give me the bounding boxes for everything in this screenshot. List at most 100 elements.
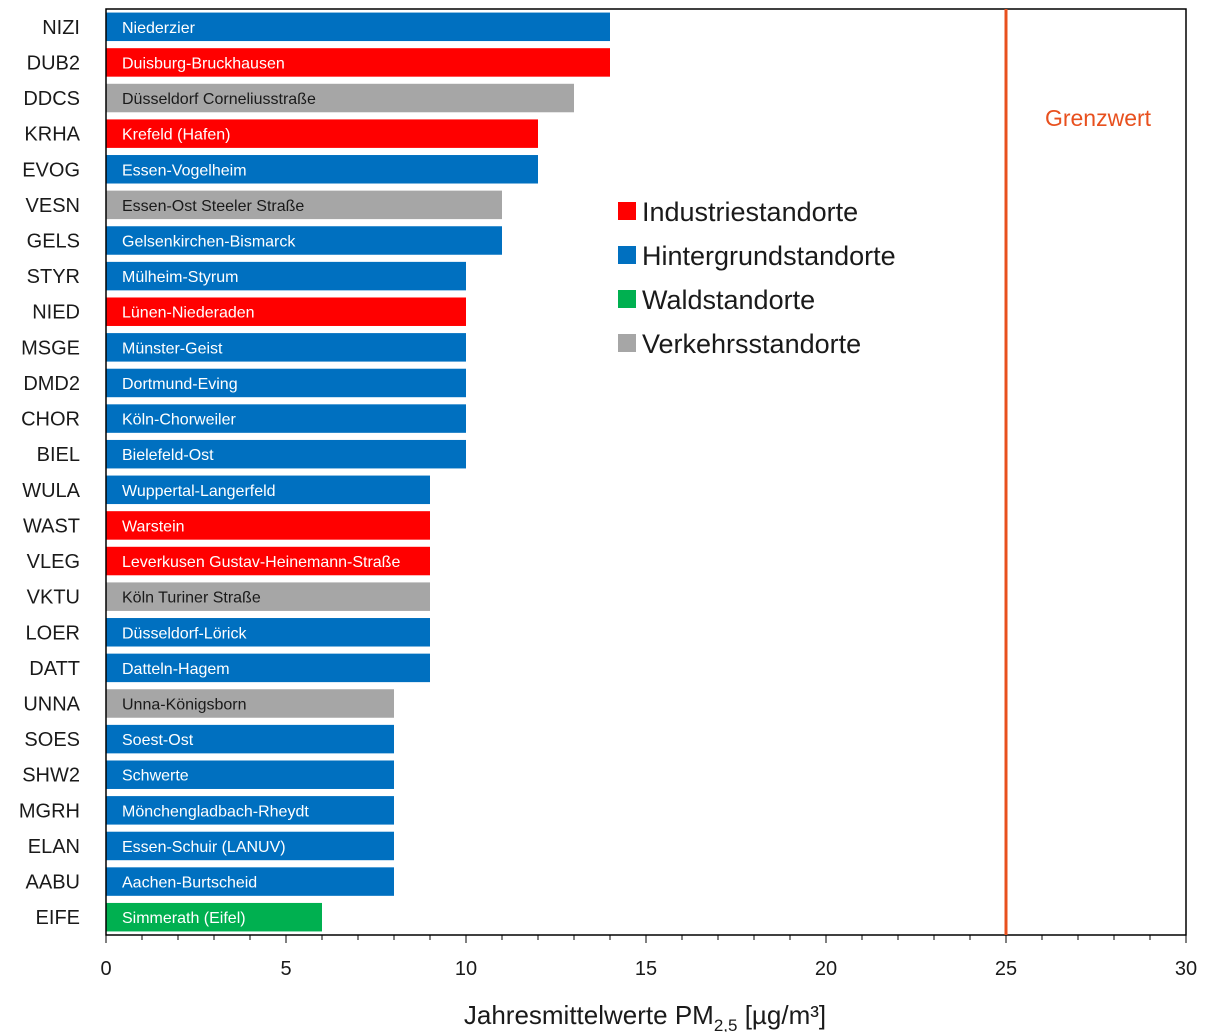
y-category-label: AABU [26, 872, 80, 894]
bar-station-label: Warstein [122, 518, 185, 535]
legend-swatch-hintergrund [618, 246, 636, 264]
y-category-label: MGRH [19, 800, 80, 822]
y-category-label: STYR [27, 266, 80, 288]
bar-station-label: Bielefeld-Ost [122, 447, 214, 464]
bar-station-label: Essen-Schuir (LANUV) [122, 839, 286, 856]
bar-evog [106, 155, 538, 184]
bar-station-label: Gelsenkirchen-Bismarck [122, 234, 296, 251]
bar-station-label: Köln Turiner Straße [122, 590, 261, 607]
reference-line-layer: Grenzwert [1004, 9, 1152, 935]
y-category-label: MSGE [21, 337, 80, 359]
legend: Industriestandorte Hintergrundstandorte Wa… [618, 197, 896, 359]
limit-label: Grenzwert [1045, 105, 1152, 131]
bar-eife [106, 902, 322, 932]
bar-station-label: Essen-Vogelheim [122, 162, 247, 179]
bars-layer: Niederzier NIZI Duisburg-Bruckhausen DUB2 Dü… [19, 12, 610, 932]
x-tick-label: 5 [280, 958, 291, 980]
y-category-label: DATT [29, 658, 80, 680]
bar-vesn [106, 190, 502, 220]
bar-station-label: Krefeld (Hafen) [122, 127, 231, 144]
bar-dmd2 [106, 368, 466, 398]
bar-station-label: Düsseldorf-Lörick [122, 625, 247, 642]
y-category-label: DDCS [23, 88, 80, 110]
legend-label-industrie: Industriestandorte [642, 197, 858, 227]
y-category-label: SHW2 [22, 765, 80, 787]
bar-station-label: Simmerath (Eifel) [122, 910, 246, 927]
legend-swatch-wald [618, 290, 636, 308]
y-category-label: EIFE [36, 907, 80, 929]
bar-datt [106, 653, 430, 683]
y-category-label: GELS [27, 231, 80, 253]
bar-krha [106, 119, 538, 148]
bar-nied [106, 297, 466, 326]
y-category-label: VLEG [27, 551, 80, 573]
bar-aabu [106, 867, 394, 896]
bar-shw2 [106, 760, 394, 789]
bar-mgrh [106, 796, 394, 825]
y-category-label: CHOR [21, 409, 80, 431]
x-tick-label: 20 [815, 958, 837, 980]
y-category-label: ELAN [28, 836, 80, 858]
y-category-label: WAST [23, 515, 80, 537]
x-tick-label: 25 [995, 958, 1017, 980]
legend-label-verkehr: Verkehrsstandorte [642, 329, 861, 359]
y-category-label: NIED [32, 302, 80, 324]
bar-soes [106, 724, 394, 754]
bar-station-label: Köln-Chorweiler [122, 412, 236, 429]
y-category-label: SOES [24, 729, 80, 751]
bar-station-label: Düsseldorf Corneliusstraße [122, 91, 316, 108]
bar-gels [106, 226, 502, 255]
x-tick-label: 15 [635, 958, 657, 980]
bar-vktu [106, 582, 430, 611]
bar-station-label: Lünen-Niederaden [122, 305, 255, 322]
bar-station-label: Dortmund-Eving [122, 376, 238, 393]
bar-wula [106, 475, 430, 505]
legend-swatch-verkehr [618, 334, 636, 352]
x-axis-title-unit: [µg/m³] [737, 1000, 826, 1030]
bar-biel [106, 439, 466, 469]
y-category-label: UNNA [23, 694, 80, 716]
bar-station-label: Duisburg-Bruckhausen [122, 55, 285, 72]
y-category-label: KRHA [24, 124, 80, 146]
y-category-label: NIZI [42, 17, 80, 39]
y-category-label: VKTU [27, 587, 80, 609]
bar-styr [106, 261, 466, 291]
bar-nizi [106, 12, 610, 42]
bar-msge [106, 333, 466, 362]
bar-station-label: Mülheim-Styrum [122, 269, 238, 286]
bar-station-label: Wuppertal-Langerfeld [122, 483, 276, 500]
bar-station-label: Essen-Ost Steeler Straße [122, 198, 304, 215]
bar-unna [106, 689, 394, 718]
bar-loer [106, 618, 430, 647]
y-category-label: VESN [26, 195, 80, 217]
legend-label-wald: Waldstandorte [642, 285, 815, 315]
bar-station-label: Soest-Ost [122, 732, 194, 749]
x-tick-label: 30 [1175, 958, 1197, 980]
bar-station-label: Schwerte [122, 768, 189, 785]
x-tick-label: 0 [100, 958, 111, 980]
x-axis-title: Jahresmittelwerte PM2,5 [µg/m³] [464, 1000, 826, 1032]
legend-swatch-industrie [618, 202, 636, 220]
bar-station-label: Leverkusen Gustav-Heinemann-Straße [122, 554, 400, 571]
y-category-label: WULA [22, 480, 80, 502]
bar-vleg [106, 546, 430, 576]
bar-elan [106, 831, 394, 861]
y-category-label: EVOG [22, 159, 80, 181]
x-tick-label: 10 [455, 958, 477, 980]
y-category-label: BIEL [37, 444, 80, 466]
bar-wast [106, 511, 430, 540]
bar-station-label: Niederzier [122, 20, 196, 37]
x-axis-title-subscript: 2,5 [714, 1016, 738, 1032]
bar-station-label: Mönchengladbach-Rheydt [122, 803, 309, 820]
bar-station-label: Aachen-Burtscheid [122, 875, 257, 892]
y-category-label: DUB2 [27, 52, 80, 74]
bar-station-label: Münster-Geist [122, 340, 223, 357]
bar-chor [106, 404, 466, 433]
bar-station-label: Unna-Königsborn [122, 697, 247, 714]
bar-dub2 [106, 48, 610, 77]
bar-station-label: Datteln-Hagem [122, 661, 230, 678]
y-category-label: LOER [26, 622, 80, 644]
y-category-label: DMD2 [23, 373, 80, 395]
